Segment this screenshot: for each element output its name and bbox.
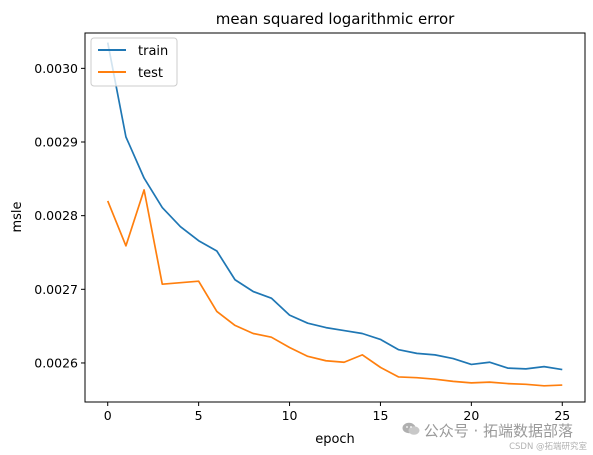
x-axis-title: epoch: [315, 432, 355, 447]
chart-title: mean squared logarithmic error: [216, 10, 455, 28]
y-tick-label: 0.0027: [34, 282, 78, 297]
watermark-text: 公众号 · 拓端数据部落: [423, 422, 573, 440]
legend-label-test: test: [138, 66, 163, 81]
watermark-sub: CSDN @拓端研究室: [509, 442, 587, 452]
plot-area: [84, 32, 586, 403]
watermark: 公众号 · 拓端数据部落: [402, 420, 573, 441]
x-tick-label: 25: [554, 408, 570, 423]
x-tick-label: 5: [195, 408, 203, 423]
x-tick-label: 10: [282, 408, 298, 423]
legend: train test: [90, 37, 178, 87]
wechat-icon: [402, 422, 420, 440]
x-tick-label: 15: [373, 408, 389, 423]
series-line-train: [106, 42, 563, 371]
series-line-test: [106, 189, 563, 387]
series-lines: [106, 42, 563, 387]
y-tick-label: 0.0028: [34, 208, 78, 223]
x-tick-label: 20: [463, 408, 479, 423]
x-axis: 0 5 10 15 20 25: [104, 402, 570, 423]
y-axis: 0.0026 0.0027 0.0028 0.0029 0.0030: [34, 61, 85, 370]
y-tick-label: 0.0026: [34, 355, 78, 370]
x-tick-label: 0: [104, 408, 112, 423]
plot-frame: [84, 32, 586, 403]
y-axis-title: msle: [10, 201, 25, 232]
y-tick-label: 0.0029: [34, 135, 78, 150]
y-tick-label: 0.0030: [34, 61, 78, 76]
legend-label-train: train: [138, 44, 168, 59]
